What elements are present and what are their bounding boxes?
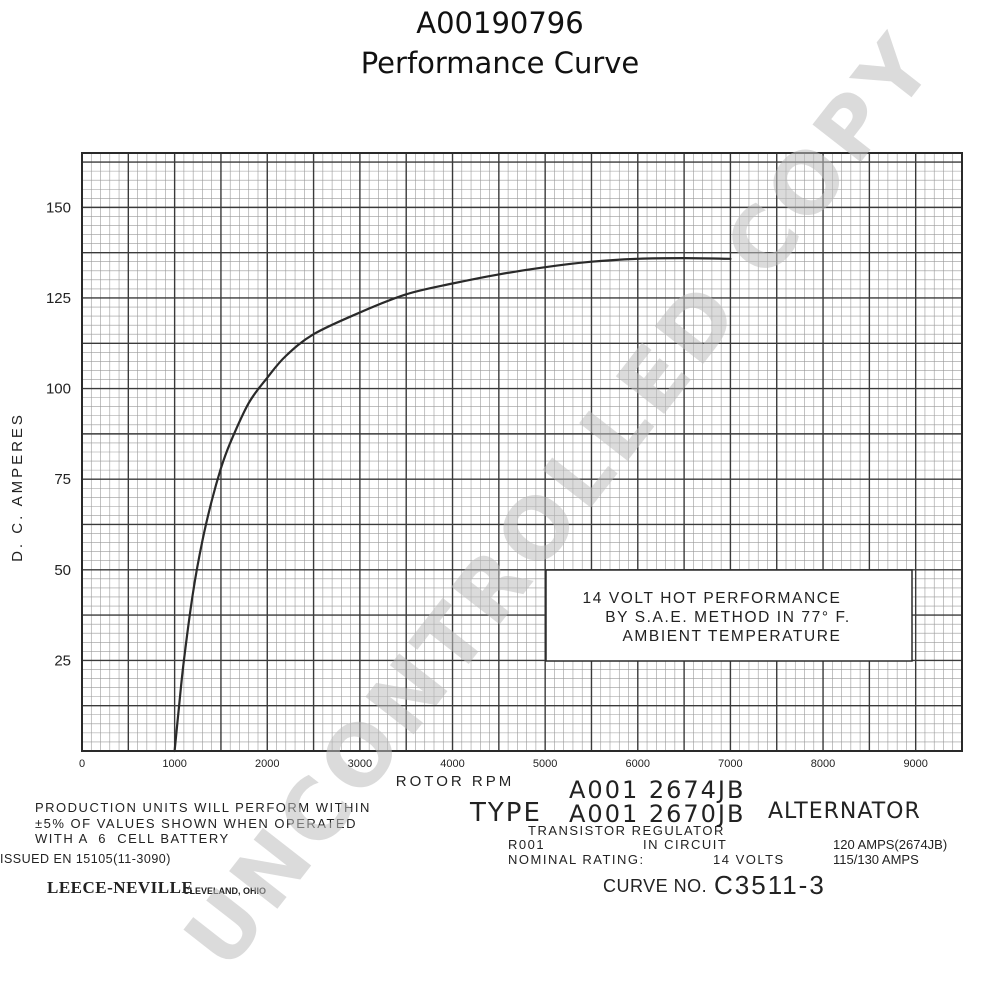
issued-label: ISSUED EN 15105(11-3090) bbox=[0, 852, 171, 866]
annotation-line-3: AMBIENT TEMPERATURE bbox=[622, 628, 841, 645]
production-note-3: WITH A 6 CELL BATTERY bbox=[35, 831, 230, 846]
maker-city: CLEVELAND, OHIO bbox=[183, 886, 267, 896]
x-tick-label: 7000 bbox=[718, 758, 742, 770]
performance-chart: 25 50 75 100 125 150 0 1000 2000 3000 4000 5000 600… bbox=[9, 152, 963, 790]
plot-frame bbox=[81, 152, 963, 752]
part-number-title: A00190796 bbox=[416, 6, 584, 40]
annotation-line-2: BY S.A.E. METHOD IN 77° F. bbox=[605, 609, 851, 626]
y-tick-labels: 25 50 75 100 125 150 bbox=[46, 199, 71, 669]
x-tick-label: 6000 bbox=[626, 758, 650, 770]
x-tick-label: 9000 bbox=[903, 758, 927, 770]
type-label: TYPE bbox=[470, 798, 542, 828]
regulator-label: TRANSISTOR REGULATOR bbox=[528, 823, 725, 838]
circuit-label: IN CIRCUIT bbox=[643, 837, 728, 852]
y-axis-label: D. C. AMPERES bbox=[9, 412, 26, 562]
annotation-box: 14 VOLT HOT PERFORMANCE BY S.A.E. METHOD… bbox=[545, 569, 913, 662]
amps-rating-2: 115/130 AMPS bbox=[833, 852, 919, 867]
x-axis-label: ROTOR RPM bbox=[396, 773, 514, 790]
model-line-1: A001 2674JB bbox=[569, 776, 746, 804]
curve-number-label: CURVE NO. bbox=[603, 876, 708, 896]
x-tick-labels: 0 1000 2000 3000 4000 5000 6000 7000 8000 9000 bbox=[79, 758, 928, 770]
y-tick-label: 100 bbox=[46, 381, 71, 398]
x-tick-label: 3000 bbox=[348, 758, 372, 770]
chart-subtitle: Performance Curve bbox=[360, 46, 640, 80]
production-note-2: ±5% OF VALUES SHOWN WHEN OPERATED bbox=[35, 816, 357, 831]
x-tick-label: 0 bbox=[79, 758, 85, 770]
x-tick-label: 8000 bbox=[811, 758, 835, 770]
y-tick-label: 75 bbox=[54, 471, 71, 488]
x-tick-label: 1000 bbox=[162, 758, 186, 770]
production-note-1: PRODUCTION UNITS WILL PERFORM WITHIN bbox=[35, 800, 371, 815]
nominal-volts: 14 VOLTS bbox=[713, 852, 785, 867]
model-line-2: A001 2670JB bbox=[569, 800, 746, 828]
series-layer bbox=[173, 256, 732, 753]
circuit-code: R001 bbox=[508, 837, 546, 852]
x-tick-label: 4000 bbox=[440, 758, 464, 770]
annotation-line-1: 14 VOLT HOT PERFORMANCE bbox=[582, 590, 841, 607]
annotation-background bbox=[545, 569, 913, 662]
y-tick-label: 150 bbox=[46, 199, 71, 216]
nominal-rating-label: NOMINAL RATING: bbox=[508, 852, 645, 867]
y-tick-label: 125 bbox=[46, 290, 71, 307]
y-tick-label: 50 bbox=[54, 562, 71, 579]
y-tick-label: 25 bbox=[54, 652, 71, 669]
alternator-label: ALTERNATOR bbox=[768, 799, 921, 824]
amps-rating-1: 120 AMPS(2674JB) bbox=[833, 837, 948, 852]
minor-grid bbox=[82, 153, 962, 751]
curve-number: C3511-3 bbox=[714, 870, 826, 900]
x-tick-label: 5000 bbox=[533, 758, 557, 770]
x-tick-label: 2000 bbox=[255, 758, 279, 770]
maker-name: LEECE-NEVILLE bbox=[47, 878, 194, 897]
performance-curve-line bbox=[173, 256, 732, 753]
